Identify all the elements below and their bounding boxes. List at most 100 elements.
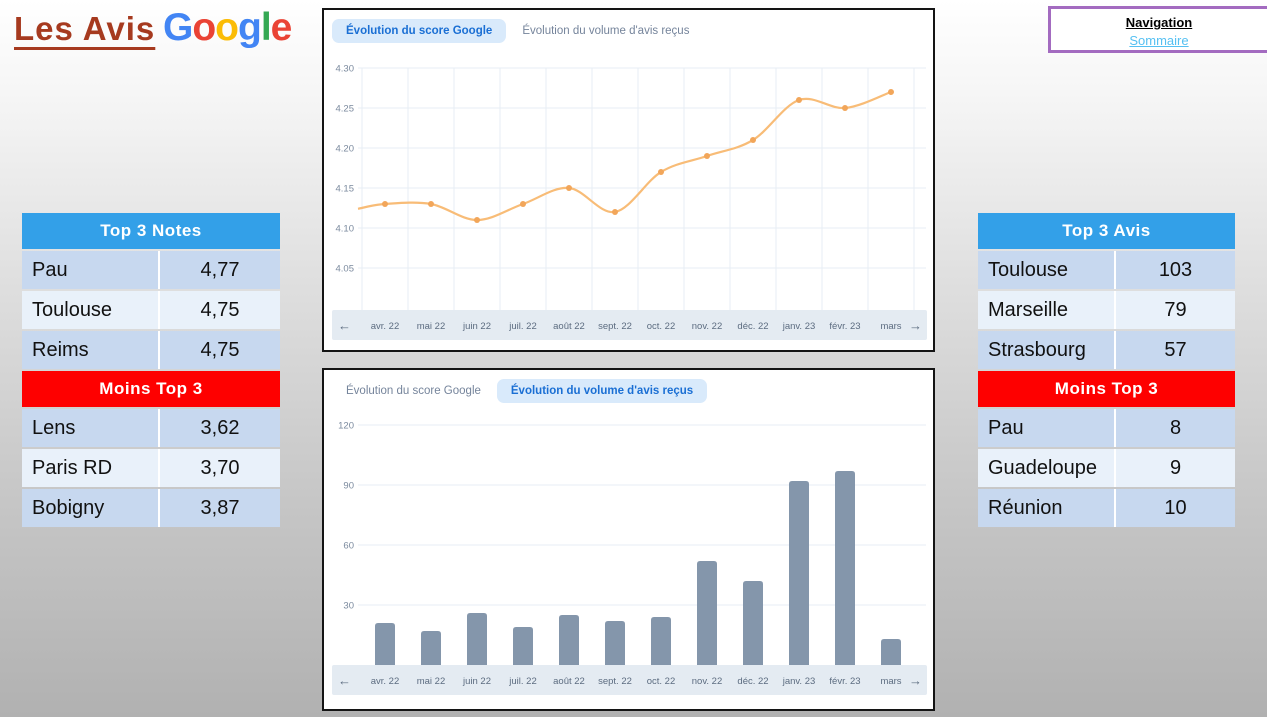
row-value: 79: [1164, 298, 1187, 321]
google-logo-letter: e: [270, 6, 293, 49]
table-row: Marseille 79: [978, 291, 1235, 329]
table-header-moins-top3-avis: Moins Top 3: [978, 371, 1235, 407]
row-value: 103: [1158, 258, 1193, 281]
sommaire-link[interactable]: Sommaire: [1129, 33, 1189, 48]
table-top3-avis: Top 3 Avis Toulouse 103 Marseille 79 Strasbo…: [978, 213, 1235, 529]
x-tick-label: janv. 23: [782, 676, 816, 687]
volume-bar: [743, 581, 763, 665]
y-tick-label: 4.10: [336, 224, 355, 235]
volume-chart-tabs: Évolution du score Google Évolution du v…: [332, 379, 708, 403]
tab-evolution-volume[interactable]: Évolution du volume d'avis reçus: [496, 379, 708, 403]
table-row: Pau 4,77: [22, 251, 280, 289]
navigation-title: Navigation: [1125, 15, 1193, 30]
row-label: Pau: [978, 409, 1116, 447]
scroll-right-arrow[interactable]: →: [909, 673, 922, 688]
row-label: Strasbourg: [978, 331, 1116, 369]
navigation-box: Navigation Sommaire: [1048, 6, 1267, 53]
x-tick-label: juin 22: [462, 676, 491, 687]
row-value: 9: [1169, 456, 1182, 479]
x-tick-label: sept. 22: [598, 676, 632, 687]
table-row: Réunion 10: [978, 489, 1235, 527]
table-row: Lens 3,62: [22, 409, 280, 447]
score-chart-panel: Évolution du score Google Évolution du v…: [322, 8, 935, 352]
volume-bar: [513, 627, 533, 665]
volume-bar-chart: 120 90 60 30 ← → avr. 22 mai 22 juin 22 juil. 22 a…: [332, 421, 927, 695]
x-tick-label: oct. 22: [647, 321, 676, 332]
tab-evolution-score[interactable]: Évolution du score Google: [332, 19, 507, 43]
y-tick-label: 30: [343, 601, 354, 612]
x-tick-label: janv. 23: [782, 321, 816, 332]
x-tick-label: juil. 22: [508, 676, 536, 687]
row-value: 3,70: [200, 456, 240, 479]
x-tick-label: août 22: [553, 321, 585, 332]
row-label: Pau: [22, 251, 160, 289]
x-axis-strip: [332, 665, 927, 695]
data-point: [658, 169, 664, 175]
table-row: Guadeloupe 9: [978, 449, 1235, 487]
data-point: [428, 201, 434, 207]
x-tick-label: nov. 22: [692, 321, 722, 332]
row-label: Reims: [22, 331, 160, 369]
scroll-right-arrow[interactable]: →: [909, 318, 922, 333]
row-value: 4,75: [200, 298, 240, 321]
x-tick-label: avr. 22: [371, 321, 400, 332]
table-row: Strasbourg 57: [978, 331, 1235, 369]
table-body-top3-notes: Pau 4,77 Toulouse 4,75 Reims 4,75: [22, 251, 280, 369]
x-tick-label: mars: [880, 676, 901, 687]
score-line-chart: 4.30 4.25 4.20 4.15 4.10 4.05 ← → avr. 22 mai 22 j…: [332, 64, 927, 340]
table-body-moins-top3-notes: Lens 3,62 Paris RD 3,70 Bobigny 3,87: [22, 409, 280, 527]
tab-evolution-score[interactable]: Évolution du score Google: [346, 385, 481, 397]
x-axis-strip: [332, 310, 927, 340]
row-value: 8: [1169, 416, 1182, 439]
table-row: Pau 8: [978, 409, 1235, 447]
table-body-moins-top3-avis: Pau 8 Guadeloupe 9 Réunion 10: [978, 409, 1235, 527]
data-point: [612, 209, 618, 215]
data-point: [520, 201, 526, 207]
scroll-left-arrow[interactable]: ←: [338, 318, 351, 333]
tab-evolution-volume[interactable]: Évolution du volume d'avis reçus: [522, 25, 690, 37]
table-header-moins-top3-notes: Moins Top 3: [22, 371, 280, 407]
x-tick-label: déc. 22: [737, 321, 768, 332]
google-logo-letter: l: [260, 6, 272, 49]
row-label: Marseille: [978, 291, 1116, 329]
data-point: [704, 153, 710, 159]
x-tick-label: avr. 22: [371, 676, 400, 687]
y-tick-label: 4.15: [336, 184, 355, 195]
page-title: Les Avis: [14, 10, 156, 47]
volume-bar: [789, 481, 809, 665]
row-value: 3,62: [200, 416, 240, 439]
score-chart-tabs: Évolution du score Google Évolution du v…: [332, 19, 703, 43]
x-tick-label: nov. 22: [692, 676, 722, 687]
x-tick-label: déc. 22: [737, 676, 768, 687]
table-top3-notes: Top 3 Notes Pau 4,77 Toulouse 4,75 Reims 4,75…: [22, 213, 280, 529]
y-tick-label: 4.30: [336, 64, 355, 75]
google-logo-letter: o: [215, 6, 239, 49]
scroll-left-arrow[interactable]: ←: [338, 673, 351, 688]
volume-bar: [697, 561, 717, 665]
data-point: [888, 89, 894, 95]
table-row: Bobigny 3,87: [22, 489, 280, 527]
row-value: 4,77: [200, 258, 240, 281]
x-tick-label: févr. 23: [829, 321, 860, 332]
data-point: [796, 97, 802, 103]
volume-bar: [881, 639, 901, 665]
row-value: 10: [1164, 496, 1187, 519]
score-line-series: [357, 90, 892, 222]
volume-bar: [559, 615, 579, 665]
x-tick-label: oct. 22: [647, 676, 676, 687]
y-tick-label: 4.20: [336, 144, 355, 155]
table-body-top3-avis: Toulouse 103 Marseille 79 Strasbourg 57: [978, 251, 1235, 369]
x-tick-label: août 22: [553, 676, 585, 687]
row-label: Paris RD: [22, 449, 160, 487]
google-logo-letter: g: [238, 6, 262, 49]
google-logo-letter: G: [163, 6, 193, 49]
x-tick-label: mai 22: [417, 676, 446, 687]
x-tick-label: juil. 22: [508, 321, 536, 332]
data-point: [382, 201, 388, 207]
volume-bar: [421, 631, 441, 665]
y-tick-label: 60: [343, 541, 354, 552]
volume-chart-panel: Évolution du score Google Évolution du v…: [322, 368, 935, 711]
table-row: Toulouse 103: [978, 251, 1235, 289]
x-tick-label: févr. 23: [829, 676, 860, 687]
row-label: Toulouse: [22, 291, 160, 329]
